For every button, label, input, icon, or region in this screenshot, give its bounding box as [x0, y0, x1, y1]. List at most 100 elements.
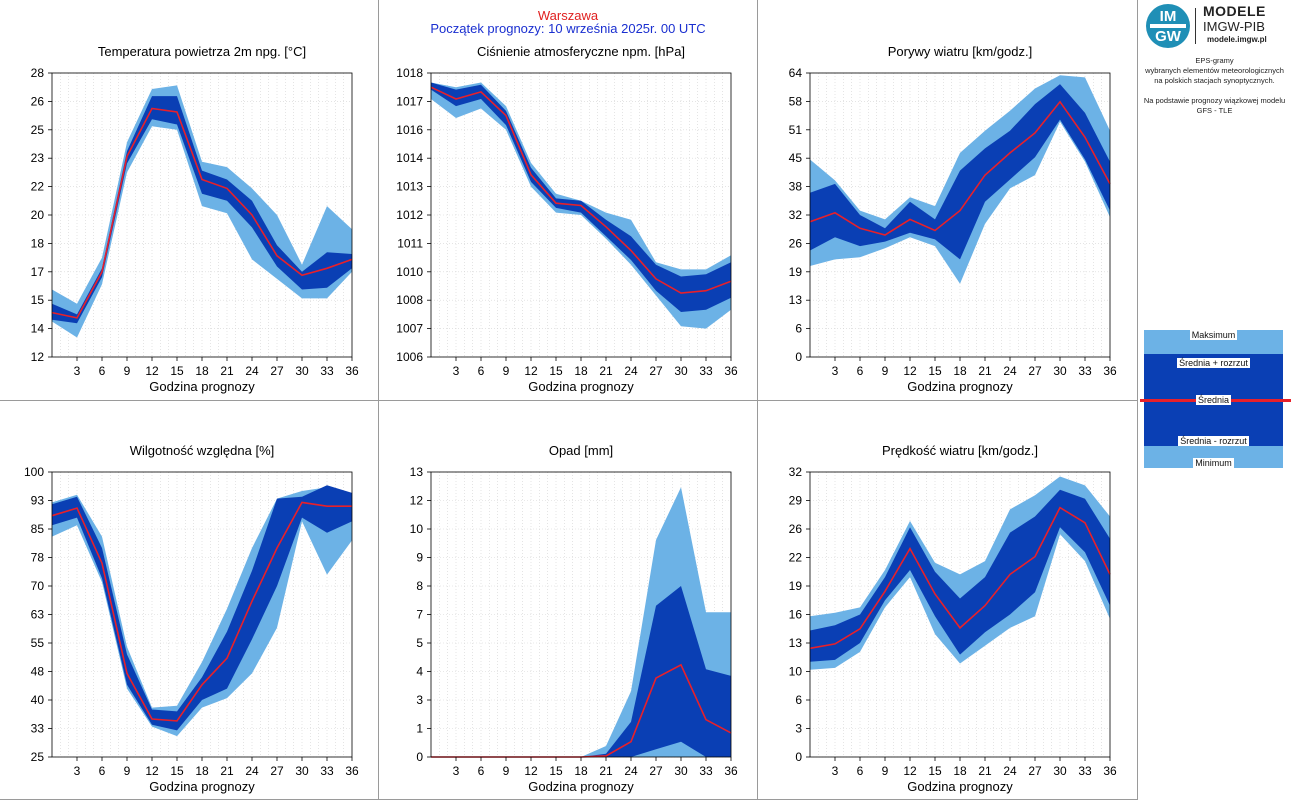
x-tick-label: 27	[649, 364, 663, 378]
y-tick-label: 26	[31, 94, 45, 108]
x-tick-label: 3	[832, 764, 839, 778]
x-tick-label: 12	[145, 764, 159, 778]
y-tick-label: 51	[789, 123, 803, 137]
x-tick-label: 15	[170, 764, 184, 778]
x-tick-label: 24	[1003, 764, 1017, 778]
x-tick-label: 27	[270, 364, 284, 378]
band-spread	[810, 489, 1110, 662]
station-name: Warszawa	[537, 8, 599, 23]
x-tick-label: 18	[195, 364, 209, 378]
logo-subtitle: IMGW-PIB	[1203, 19, 1265, 34]
x-tick-label: 18	[574, 764, 588, 778]
y-tick-label: 15	[31, 293, 45, 307]
x-axis-label: Godzina prognozy	[149, 379, 255, 394]
y-tick-label: 33	[31, 722, 45, 736]
legend-mean-line-extension	[1283, 399, 1291, 401]
y-tick-label: 63	[31, 608, 45, 622]
legend-label-mean: Średnia	[1195, 395, 1232, 405]
y-tick-label: 58	[789, 94, 803, 108]
y-tick-label: 38	[789, 180, 803, 194]
logo-title: MODELE	[1203, 3, 1266, 19]
y-tick-label: 32	[789, 208, 803, 222]
y-tick-label: 1008	[396, 293, 423, 307]
x-tick-label: 33	[320, 364, 334, 378]
y-tick-label: 1006	[396, 350, 423, 364]
y-tick-label: 4	[416, 665, 423, 679]
x-tick-label: 27	[1028, 364, 1042, 378]
y-tick-label: 5	[416, 636, 423, 650]
y-tick-label: 13	[410, 465, 424, 479]
x-tick-label: 30	[674, 764, 688, 778]
x-tick-label: 30	[295, 364, 309, 378]
x-axis-label: Godzina prognozy	[528, 779, 634, 794]
legend: Maksimum Średnia + rozrzut Średnia Średn…	[1140, 330, 1291, 468]
y-tick-label: 26	[789, 522, 803, 536]
legend-label-mean-plus: Średnia + rozrzut	[1177, 358, 1250, 368]
y-tick-label: 16	[789, 608, 803, 622]
y-tick-label: 26	[789, 236, 803, 250]
logo-mark-bottom: GW	[1155, 28, 1181, 45]
x-tick-label: 9	[882, 364, 889, 378]
y-tick-label: 0	[795, 350, 802, 364]
x-tick-label: 15	[928, 764, 942, 778]
x-tick-label: 36	[345, 364, 359, 378]
logo-mark-bar	[1150, 24, 1186, 28]
x-axis-label: Godzina prognozy	[907, 379, 1013, 394]
y-tick-label: 1014	[396, 151, 423, 165]
x-tick-label: 12	[903, 364, 917, 378]
mean-line	[51, 107, 353, 319]
imgw-logo[interactable]: IM GW MODELE IMGW-PIB modele.imgw.pl	[1143, 2, 1289, 50]
y-tick-label: 1007	[396, 322, 423, 336]
y-tick-label: 25	[31, 123, 45, 137]
x-tick-label: 6	[857, 364, 864, 378]
x-tick-label: 33	[1078, 364, 1092, 378]
chart-title: Temperatura powietrza 2m npg. [°C]	[98, 44, 306, 59]
x-tick-label: 12	[903, 764, 917, 778]
y-tick-label: 55	[31, 636, 45, 650]
x-tick-label: 9	[882, 764, 889, 778]
description-line: Na podstawie prognozy wiązkowej modelu	[1143, 96, 1286, 105]
band-spread	[52, 96, 352, 324]
legend-label-max: Maksimum	[1189, 330, 1238, 340]
x-tick-label: 36	[724, 364, 738, 378]
y-tick-label: 3	[416, 693, 423, 707]
x-tick-label: 9	[503, 364, 510, 378]
y-tick-label: 22	[789, 551, 803, 565]
legend-label-min: Minimum	[1193, 458, 1234, 468]
logo-mark-top: IM	[1159, 8, 1177, 25]
y-tick-label: 3	[795, 722, 802, 736]
x-tick-label: 24	[245, 364, 259, 378]
chart-title: Porywy wiatru [km/godz.]	[888, 44, 1033, 59]
x-tick-label: 3	[453, 764, 460, 778]
logo-url[interactable]: modele.imgw.pl	[1207, 35, 1267, 44]
x-tick-label: 6	[99, 764, 106, 778]
x-tick-label: 24	[1003, 364, 1017, 378]
x-tick-label: 9	[503, 764, 510, 778]
x-tick-label: 27	[649, 764, 663, 778]
mean-line	[809, 506, 1111, 650]
x-tick-label: 24	[624, 764, 638, 778]
y-tick-label: 45	[789, 151, 803, 165]
band-spread	[810, 84, 1110, 260]
x-axis-label: Godzina prognozy	[528, 379, 634, 394]
y-tick-label: 28	[31, 66, 45, 80]
y-tick-label: 20	[31, 208, 45, 222]
description: EPS-gramy wybranych elementów meteorolog…	[1138, 56, 1291, 116]
x-tick-label: 18	[953, 764, 967, 778]
chart-1: 1006 1007 1008 1010 1011 1012 1013 1014 1016 1017…	[396, 44, 738, 394]
y-tick-label: 25	[31, 750, 45, 764]
y-tick-label: 10	[410, 522, 424, 536]
y-tick-label: 48	[31, 665, 45, 679]
x-tick-label: 21	[978, 364, 992, 378]
y-tick-label: 8	[416, 579, 423, 593]
x-tick-label: 36	[345, 764, 359, 778]
x-tick-label: 36	[1103, 364, 1117, 378]
y-tick-label: 13	[789, 293, 803, 307]
y-tick-label: 70	[31, 579, 45, 593]
y-tick-label: 64	[789, 66, 803, 80]
y-tick-label: 78	[31, 551, 45, 565]
